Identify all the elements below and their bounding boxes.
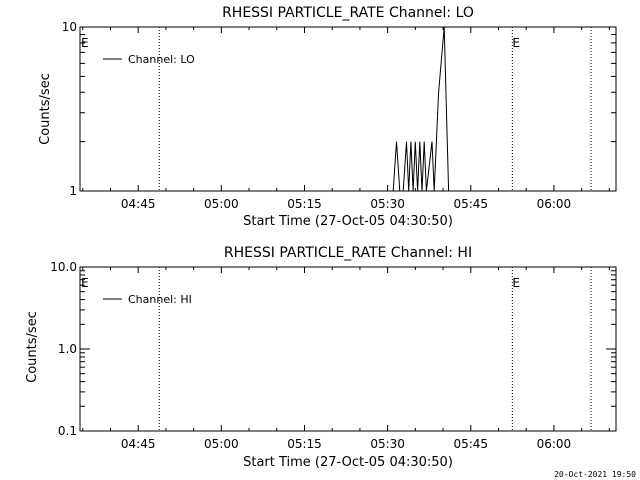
- hi-y-tick-label: 0.1: [58, 424, 77, 438]
- hi-channel-panel: RHESSI PARTICLE_RATE Channel: HI Start T…: [25, 245, 617, 470]
- hi-x-tick-label: 06:00: [537, 437, 572, 451]
- hi-x-tick-label: 04:45: [121, 437, 156, 451]
- lo-plot-frame: [79, 26, 617, 192]
- footer-timestamp: 20-Oct-2021 19:50: [554, 470, 636, 479]
- lo-x-tick-label: 05:00: [204, 197, 239, 211]
- hi-chart-title: RHESSI PARTICLE_RATE Channel: HI: [224, 245, 472, 261]
- lo-y-tick-label: 1: [69, 184, 77, 198]
- hi-y-tick-label: 10.0: [50, 260, 77, 274]
- lo-x-tick-label: 05:15: [287, 197, 322, 211]
- hi-event-marker: E: [512, 276, 520, 290]
- lo-x-axis-label: Start Time (27-Oct-05 04:30:50): [243, 214, 453, 229]
- lo-channel-panel: RHESSI PARTICLE_RATE Channel: LO Start T…: [38, 5, 617, 229]
- hi-y-tick-label: 1.0: [58, 342, 77, 356]
- hi-x-tick-label: 05:45: [453, 437, 488, 451]
- lo-y-axis-label: Counts/sec: [38, 73, 53, 145]
- lo-x-tick-label: 05:45: [453, 197, 488, 211]
- hi-legend-label: Channel: HI: [128, 293, 192, 306]
- hi-plot-frame: [79, 266, 617, 432]
- lo-y-tick-label: 10: [62, 20, 77, 34]
- lo-chart-title: RHESSI PARTICLE_RATE Channel: LO: [222, 5, 474, 21]
- hi-y-axis-label: Counts/sec: [25, 311, 40, 383]
- lo-event-marker: E: [81, 36, 89, 50]
- hi-event-marker: E: [81, 276, 89, 290]
- lo-event-marker: E: [512, 36, 520, 50]
- hi-x-axis-label: Start Time (27-Oct-05 04:30:50): [243, 455, 453, 470]
- hi-x-tick-label: 05:15: [287, 437, 322, 451]
- hi-x-tick-label: 05:00: [204, 437, 239, 451]
- lo-x-tick-label: 05:30: [370, 197, 405, 211]
- lo-x-tick-label: 06:00: [537, 197, 572, 211]
- lo-x-tick-label: 04:45: [121, 197, 156, 211]
- lo-series-line: [392, 27, 450, 191]
- hi-x-tick-label: 05:30: [370, 437, 405, 451]
- lo-legend-label: Channel: LO: [128, 53, 195, 66]
